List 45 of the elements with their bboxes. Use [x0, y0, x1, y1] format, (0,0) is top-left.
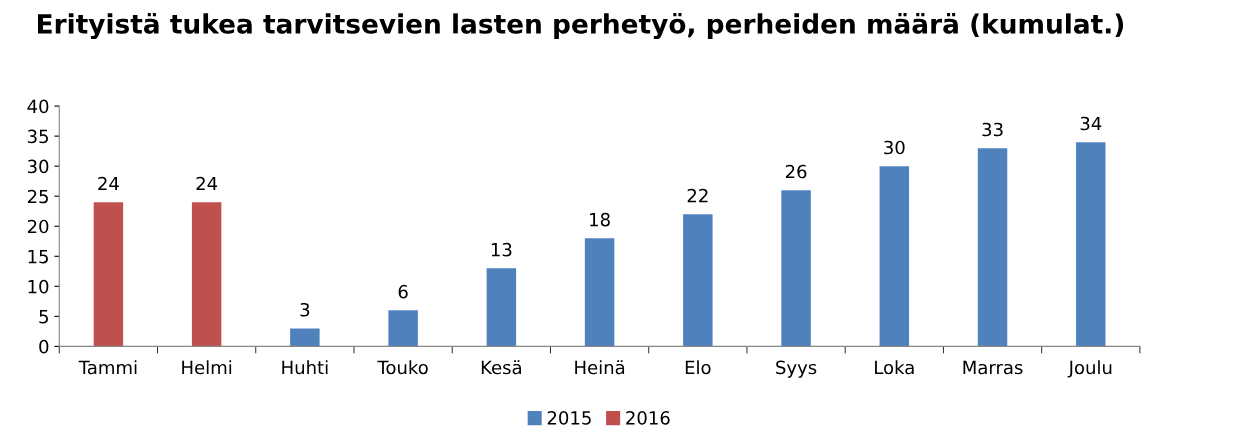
- y-tick-label: 10: [28, 279, 49, 294]
- legend-label: 2016: [626, 411, 670, 425]
- bar: [781, 190, 811, 347]
- chart-title: Erityistä tukea tarvitsevien lasten perhetyö, perheiden määrä (kumulat.): [37, 12, 1124, 40]
- y-tick-label: 40: [27, 99, 49, 114]
- bar: [977, 148, 1008, 347]
- x-tick-label: Heinä: [575, 360, 625, 375]
- y-tick-label: 35: [27, 129, 48, 144]
- x-tick-label: Tammi: [78, 360, 137, 375]
- data-label: 33: [982, 122, 1003, 137]
- x-tick-label: Marras: [963, 360, 1023, 375]
- data-label: 24: [196, 176, 218, 191]
- data-label: 3: [300, 302, 310, 317]
- bar: [486, 268, 517, 347]
- y-tick-label: 0: [39, 339, 49, 354]
- bar: [93, 202, 124, 347]
- y-tick-label: 5: [39, 310, 48, 324]
- x-tick-label: Touko: [377, 360, 428, 375]
- data-label: 13: [491, 242, 512, 257]
- x-tick-label: Loka: [875, 360, 914, 375]
- y-tick-label: 30: [27, 159, 49, 174]
- data-label: 30: [884, 140, 905, 155]
- data-label: 6: [398, 284, 408, 299]
- y-tick-label: 25: [27, 189, 48, 204]
- y-tick-label: 20: [27, 219, 49, 234]
- legend-label: 2015: [547, 411, 591, 425]
- bar: [683, 214, 713, 347]
- bar: [191, 202, 222, 347]
- data-label: 18: [590, 212, 610, 227]
- x-tick-label: Elo: [685, 360, 711, 375]
- data-label: 24: [98, 176, 119, 191]
- x-tick-label: Syys: [776, 360, 817, 378]
- data-label: 26: [785, 164, 807, 179]
- bar: [388, 310, 418, 347]
- x-tick-label: Huhti: [282, 360, 328, 375]
- y-tick-label: 15: [28, 249, 48, 264]
- x-tick-label: Helmi: [182, 360, 232, 375]
- data-label: 34: [1080, 116, 1102, 131]
- bar: [879, 166, 910, 347]
- x-tick-label: Joulu: [1067, 360, 1112, 378]
- bar: [290, 328, 320, 347]
- x-tick-label: Kesä: [481, 360, 521, 375]
- bar: [1076, 142, 1106, 347]
- data-label: 22: [687, 188, 708, 203]
- bar: [584, 238, 615, 347]
